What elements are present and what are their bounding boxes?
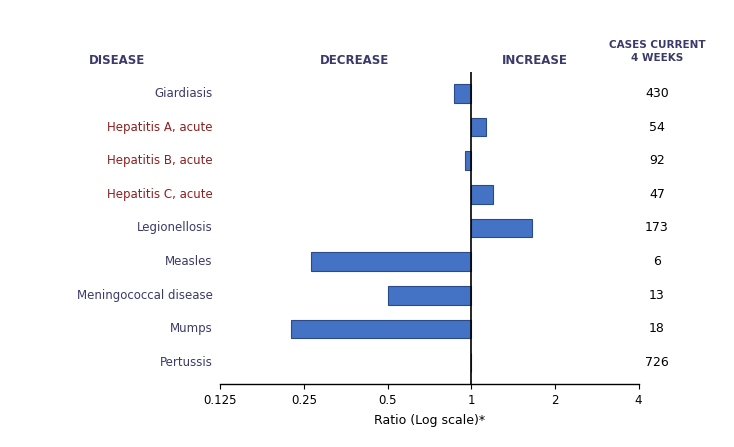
Bar bbox=[471, 219, 531, 237]
Text: INCREASE: INCREASE bbox=[502, 54, 568, 67]
Text: 173: 173 bbox=[645, 221, 669, 235]
Text: 430: 430 bbox=[645, 87, 669, 100]
Text: CASES CURRENT
4 WEEKS: CASES CURRENT 4 WEEKS bbox=[608, 40, 705, 63]
X-axis label: Ratio (Log scale)*: Ratio (Log scale)* bbox=[374, 414, 485, 427]
Text: Measles: Measles bbox=[165, 255, 213, 268]
Text: DECREASE: DECREASE bbox=[320, 54, 389, 67]
Text: 726: 726 bbox=[645, 356, 669, 369]
Text: Pertussis: Pertussis bbox=[160, 356, 213, 369]
Bar bbox=[471, 118, 486, 136]
Text: 6: 6 bbox=[653, 255, 661, 268]
Text: Hepatitis B, acute: Hepatitis B, acute bbox=[107, 154, 213, 167]
Text: 18: 18 bbox=[649, 322, 665, 335]
Text: DISEASE: DISEASE bbox=[90, 54, 145, 67]
Text: 92: 92 bbox=[649, 154, 665, 167]
Bar bbox=[388, 286, 471, 304]
Bar bbox=[291, 320, 471, 338]
Text: 54: 54 bbox=[649, 121, 665, 134]
Text: Hepatitis C, acute: Hepatitis C, acute bbox=[107, 188, 213, 201]
Bar bbox=[471, 185, 493, 203]
Text: 13: 13 bbox=[649, 289, 665, 302]
Text: Mumps: Mumps bbox=[170, 322, 213, 335]
Bar bbox=[454, 84, 471, 103]
Bar bbox=[465, 152, 471, 170]
Text: Meningococcal disease: Meningococcal disease bbox=[77, 289, 213, 302]
Text: Giardiasis: Giardiasis bbox=[155, 87, 213, 100]
Text: 47: 47 bbox=[649, 188, 665, 201]
Text: Hepatitis A, acute: Hepatitis A, acute bbox=[107, 121, 213, 134]
Bar bbox=[311, 253, 471, 271]
Text: Legionellosis: Legionellosis bbox=[137, 221, 213, 235]
